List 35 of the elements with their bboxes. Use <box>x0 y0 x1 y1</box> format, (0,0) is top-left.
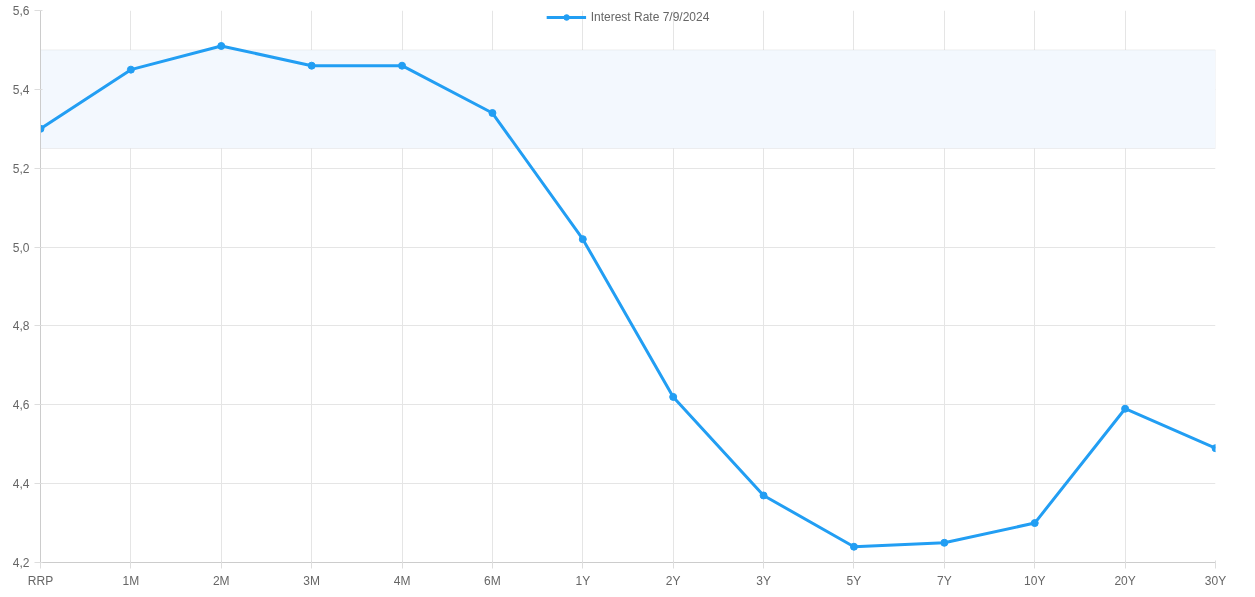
x-tick-label: 1Y <box>575 573 591 588</box>
y-tick-label: 4,8 <box>12 319 30 334</box>
point <box>578 235 587 244</box>
y-tick-label: 4,4 <box>12 477 30 492</box>
x-tick-label: 30Y <box>1204 573 1227 588</box>
y-tick-label: 5,4 <box>12 82 30 97</box>
x-tick-label: 6M <box>484 573 501 588</box>
y-tick-label: 5,6 <box>12 4 30 18</box>
point <box>398 61 407 70</box>
x-tick-label: 10Y <box>1024 573 1046 588</box>
x-tick-label: 5Y <box>846 573 862 588</box>
point <box>940 538 949 547</box>
legend-label: Interest Rate 7/9/2024 <box>590 10 710 24</box>
y-tick-label: 5,0 <box>12 240 30 255</box>
x-tick-label: 4M <box>393 573 411 588</box>
x-tick-label: 3Y <box>756 573 771 588</box>
point <box>217 41 226 50</box>
x-tick-label: 20Y <box>1114 573 1136 588</box>
x-tick-label: 7Y <box>937 573 952 588</box>
y-tick-label: 5,2 <box>12 161 30 176</box>
x-tick-label: RRP <box>27 573 54 588</box>
point <box>307 61 316 70</box>
point <box>759 491 768 500</box>
point <box>488 109 497 118</box>
y-tick-label: 4,6 <box>12 398 30 413</box>
point <box>1121 404 1130 413</box>
point <box>669 392 678 401</box>
point <box>1030 519 1039 528</box>
x-tick-label: 2M <box>212 573 230 588</box>
point <box>126 65 135 74</box>
x-tick-label: 1M <box>122 573 140 588</box>
x-tick-label: 3M <box>303 573 320 588</box>
y-tick-label: 4,2 <box>12 556 30 570</box>
point <box>849 542 858 551</box>
x-tick-label: 2Y <box>665 573 681 588</box>
